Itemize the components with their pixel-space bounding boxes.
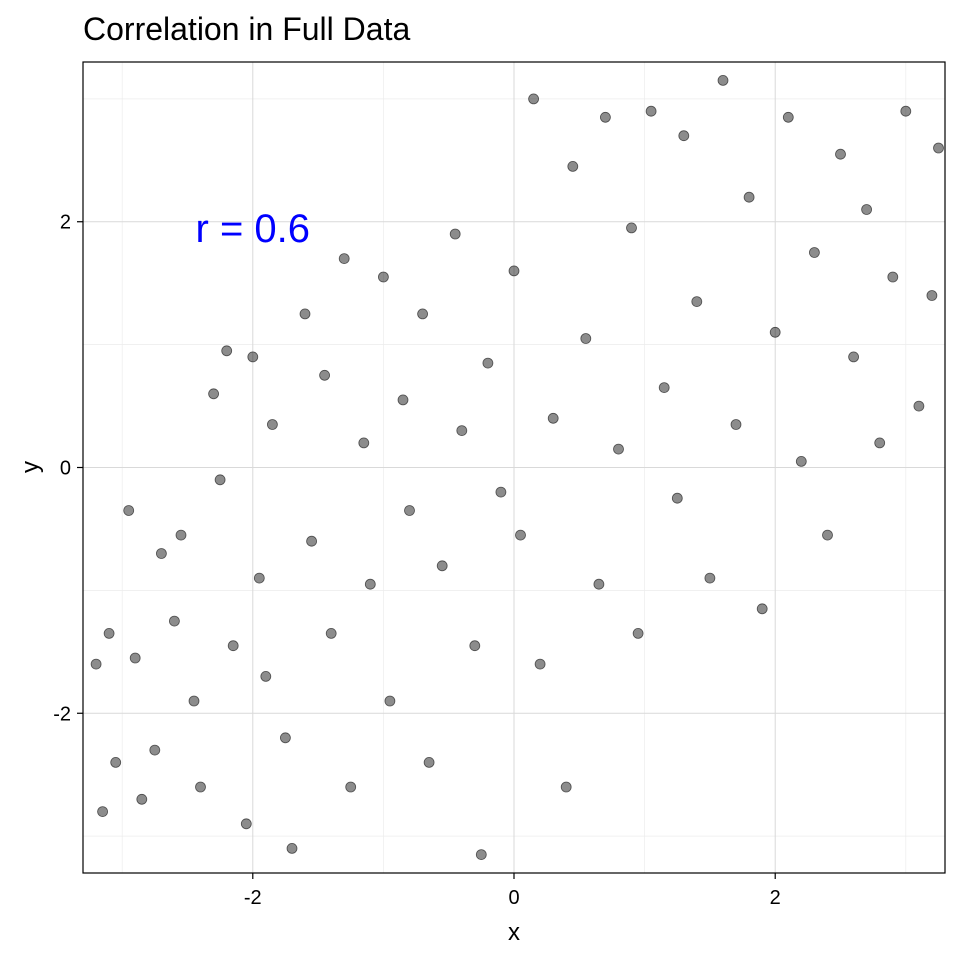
data-point: [756, 603, 768, 615]
axis-ticks: -2 0 2 -2 0 2: [53, 212, 781, 909]
data-point: [782, 111, 794, 123]
data-point: [874, 437, 886, 449]
data-point: [286, 843, 298, 854]
data-point: [593, 578, 605, 590]
data-point: [103, 628, 115, 639]
data-point: [306, 535, 318, 547]
x-tick-label: 2: [770, 887, 781, 909]
data-point: [110, 757, 122, 768]
data-point: [658, 382, 670, 394]
data-point: [580, 333, 592, 344]
data-point: [469, 640, 481, 652]
data-point: [691, 296, 703, 308]
data-point: [933, 142, 944, 154]
data-point: [221, 345, 233, 357]
data-point: [475, 849, 487, 860]
data-point: [482, 357, 494, 369]
data-point: [279, 732, 291, 744]
data-point: [260, 671, 272, 682]
data-point: [97, 806, 108, 817]
data-point: [397, 394, 409, 406]
data-point: [861, 204, 872, 215]
data-point: [645, 105, 657, 117]
data-point: [214, 474, 226, 486]
data-point: [626, 222, 637, 234]
data-point: [508, 265, 520, 277]
data-point: [299, 308, 311, 320]
data-point: [835, 148, 846, 160]
data-point: [671, 492, 683, 504]
data-point: [717, 75, 729, 86]
data-point: [515, 529, 526, 541]
data-point: [253, 572, 265, 584]
data-point: [404, 505, 415, 516]
data-point: [384, 695, 396, 707]
data-point: [377, 271, 389, 283]
data-point: [822, 529, 833, 541]
y-tick-label: 2: [60, 212, 71, 234]
data-point: [123, 505, 135, 516]
data-point: [769, 326, 781, 338]
data-point: [227, 640, 239, 652]
data-point: [364, 578, 376, 590]
data-point: [90, 658, 102, 670]
data-point: [678, 130, 690, 142]
data-point: [149, 744, 161, 756]
x-tick-label: -2: [244, 887, 262, 909]
data-point: [567, 160, 579, 172]
data-point: [600, 111, 611, 123]
data-point: [358, 437, 370, 449]
data-point: [534, 658, 546, 670]
data-point: [547, 412, 559, 424]
data-point: [247, 351, 259, 363]
data-point: [338, 253, 350, 265]
data-point: [449, 228, 461, 240]
data-point: [528, 93, 539, 105]
data-point: [887, 271, 899, 283]
data-point: [795, 455, 807, 467]
data-point: [809, 247, 820, 258]
data-point: [495, 486, 507, 498]
data-point: [319, 369, 331, 381]
data-point: [188, 695, 200, 707]
data-point: [240, 818, 252, 830]
data-point: [560, 781, 572, 793]
data-point: [900, 105, 912, 117]
y-axis-title: y: [17, 461, 44, 473]
data-point: [195, 781, 206, 793]
data-point: [913, 400, 925, 412]
data-point: [423, 757, 435, 768]
y-tick-label: -2: [53, 703, 71, 725]
x-axis-title: x: [508, 919, 520, 946]
data-point: [436, 560, 448, 572]
data-point: [136, 793, 148, 805]
data-point: [175, 529, 187, 541]
data-point: [730, 419, 742, 430]
data-point: [632, 628, 644, 639]
data-point: [155, 548, 167, 559]
data-point: [743, 191, 755, 203]
grid-lines: [83, 62, 945, 873]
data-point: [613, 443, 624, 455]
data-points: [90, 75, 944, 860]
data-point: [325, 628, 337, 639]
data-point: [456, 425, 468, 437]
data-point: [926, 290, 938, 301]
data-point: [417, 308, 429, 320]
data-point: [266, 419, 278, 430]
data-point: [168, 615, 180, 627]
x-tick-label: 0: [508, 887, 519, 909]
chart-title: Correlation in Full Data: [83, 11, 410, 47]
data-point: [345, 781, 357, 793]
data-point: [129, 652, 141, 664]
data-point: [704, 572, 716, 584]
y-tick-label: 0: [60, 458, 71, 480]
correlation-annotation: r = 0.6: [196, 207, 311, 251]
data-point: [208, 388, 220, 400]
data-point: [848, 351, 859, 363]
